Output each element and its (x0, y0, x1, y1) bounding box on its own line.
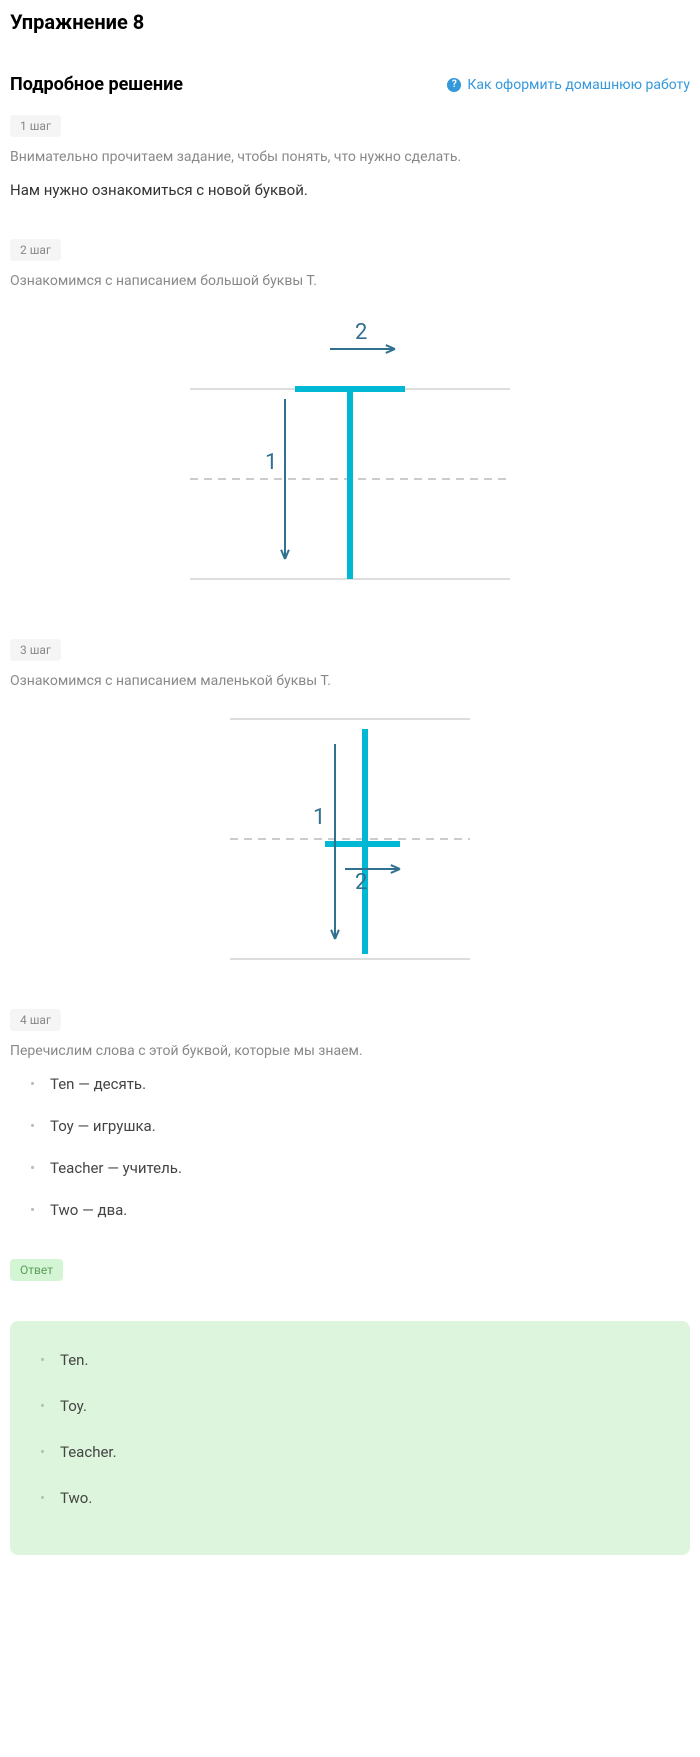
list-item: Ten — десять. (30, 1075, 690, 1093)
step-desc: Внимательно прочитаем задание, чтобы пон… (10, 149, 690, 165)
section-title: Подробное решение (10, 74, 183, 95)
answer-list: Ten. Toy. Teacher. Two. (40, 1351, 660, 1507)
step-badge: 4 шаг (10, 1009, 61, 1031)
help-link[interactable]: ? Как оформить домашнюю работу (447, 77, 690, 93)
word-list: Ten — десять. Toy — игрушка. Teacher — у… (10, 1075, 690, 1219)
svg-text:1: 1 (265, 450, 277, 475)
step-badge: 3 шаг (10, 639, 61, 661)
step-3: 3 шаг Ознакомимся с написанием маленькой… (10, 639, 690, 969)
step-content: Нам нужно ознакомиться с новой буквой. (10, 181, 690, 199)
step-desc: Ознакомимся с написанием маленькой буквы… (10, 673, 690, 689)
header-row: Подробное решение ? Как оформить домашню… (10, 74, 690, 95)
step-badge: 1 шаг (10, 115, 61, 137)
list-item: Teacher — учитель. (30, 1159, 690, 1177)
step-1: 1 шаг Внимательно прочитаем задание, что… (10, 115, 690, 199)
list-item: Teacher. (40, 1443, 660, 1461)
help-link-text: Как оформить домашнюю работу (467, 77, 690, 93)
svg-text:1: 1 (313, 805, 325, 830)
list-item: Toy. (40, 1397, 660, 1415)
diagram-upper-T: 12 (10, 309, 690, 599)
list-item: Ten. (40, 1351, 660, 1369)
step-badge: 2 шаг (10, 239, 61, 261)
svg-text:2: 2 (355, 320, 367, 345)
answer-section: Ответ Ten. Toy. Teacher. Two. (10, 1259, 690, 1555)
list-item: Toy — игрушка. (30, 1117, 690, 1135)
step-4: 4 шаг Перечислим слова с этой буквой, ко… (10, 1009, 690, 1219)
list-item: Two — два. (30, 1201, 690, 1219)
svg-text:2: 2 (355, 870, 367, 895)
step-desc: Перечислим слова с этой буквой, которые … (10, 1043, 690, 1059)
page-title: Упражнение 8 (10, 10, 690, 34)
step-desc: Ознакомимся с написанием большой буквы Т… (10, 273, 690, 289)
answer-badge: Ответ (10, 1259, 63, 1281)
answer-block: Ten. Toy. Teacher. Two. (10, 1321, 690, 1555)
list-item: Two. (40, 1489, 660, 1507)
diagram-lower-t: 12 (10, 709, 690, 969)
question-icon: ? (447, 78, 461, 92)
step-2: 2 шаг Ознакомимся с написанием большой б… (10, 239, 690, 599)
